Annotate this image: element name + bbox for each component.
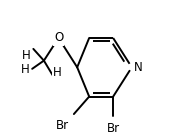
Text: O: O: [54, 31, 63, 44]
Text: H: H: [20, 63, 29, 76]
Text: Br: Br: [56, 119, 69, 132]
Text: N: N: [134, 61, 143, 74]
Text: H: H: [22, 49, 31, 62]
Text: Br: Br: [107, 122, 120, 135]
Text: H: H: [53, 66, 62, 79]
